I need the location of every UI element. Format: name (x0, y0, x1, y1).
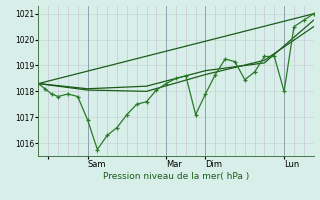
X-axis label: Pression niveau de la mer( hPa ): Pression niveau de la mer( hPa ) (103, 172, 249, 181)
